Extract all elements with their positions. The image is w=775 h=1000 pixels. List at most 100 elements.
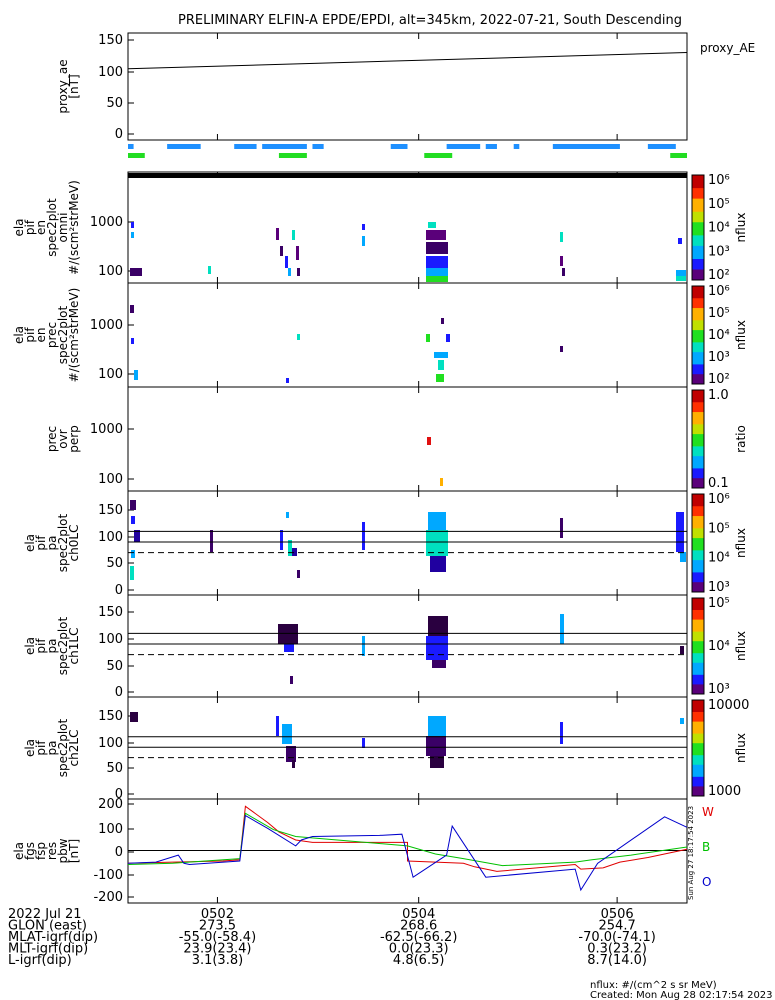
panel-frame-pa2 [127, 696, 688, 800]
colorbar-tick: 10⁴ [708, 639, 730, 654]
colorbar-cell [692, 461, 704, 464]
colorbar-cell [692, 641, 704, 645]
ylabel-line: ela [23, 534, 37, 552]
time-row-value: 8.7(14.0) [587, 953, 647, 968]
colorbar-cell [692, 653, 704, 657]
colorbar-cell [692, 480, 704, 484]
colorbar-cell [692, 565, 704, 568]
colorbar-cell [692, 399, 704, 403]
heatmap-cell [434, 352, 448, 358]
colorbar-cell [692, 584, 704, 588]
colorbar-label: nflux [734, 213, 748, 243]
colorbar-cell [692, 707, 704, 711]
colorbar-cell [692, 224, 704, 228]
colorbar-label: nflux [734, 320, 748, 350]
ylabel-line: spec2plot [56, 513, 70, 572]
time-row-value: -62.5(-66.2) [380, 930, 457, 945]
colorbar-cell [692, 465, 704, 469]
heatmap-cell [296, 246, 299, 260]
heatmap-cell [562, 268, 565, 276]
heatmap-cell [441, 318, 444, 324]
heatmap-cell [131, 516, 135, 524]
ylabel-line: en [34, 328, 48, 343]
colorbar-label: ratio [734, 425, 748, 453]
ytick-label: 150 [98, 503, 123, 518]
ytick-label: 100 [98, 822, 123, 837]
colorbar-frame [691, 389, 705, 489]
heatmap-cell [292, 548, 297, 556]
colorbar-cell [692, 530, 704, 534]
ylabel-line: [nT] [67, 839, 81, 863]
colorbar-cell [692, 448, 704, 452]
colorbar-label: nflux [734, 733, 748, 763]
colorbar-cell [692, 582, 704, 586]
ytick-label: 100 [98, 632, 123, 647]
heatmap-cell [678, 238, 682, 244]
ytick-label: 100 [98, 530, 123, 545]
ytick-label: 150 [98, 33, 123, 48]
heatmap-cell [680, 718, 684, 724]
colorbar-tick: 10² [708, 372, 730, 387]
colorbar-cell [692, 577, 704, 581]
heatmap-cell [282, 724, 292, 744]
ytick-label: 1000 [90, 215, 123, 230]
colorbar-tick: 0.1 [708, 476, 729, 491]
colorbar-frame [691, 493, 705, 593]
time-row-value: 0.3(23.2) [587, 942, 647, 957]
colorbar-cell [692, 266, 704, 270]
colorbar-cell [692, 419, 704, 423]
colorbar-cell [692, 769, 704, 773]
heatmap-cell [560, 256, 563, 266]
colorbar-cell [692, 733, 704, 737]
colorbar-cell [692, 209, 704, 213]
colorbar-cell [692, 227, 704, 231]
series-line-w [127, 805, 688, 872]
colorbar-cell [692, 738, 704, 742]
heatmap-cell [426, 276, 448, 282]
colorbar-cell [692, 288, 704, 292]
colorbar-cell [692, 560, 704, 564]
colorbar-cell [692, 750, 704, 754]
ylabel-line: perp [67, 425, 81, 453]
colorbar-tick: 10⁶ [708, 284, 730, 299]
ylabel-line: ch1LC [67, 628, 81, 665]
colorbar-cell [692, 631, 704, 635]
coverage-bar-green [670, 153, 687, 158]
colorbar-cell [692, 704, 704, 708]
heatmap-cell [560, 722, 563, 744]
colorbar-cell [692, 574, 704, 578]
colorbar-cell [692, 198, 704, 202]
heatmap-cell [426, 636, 448, 660]
heatmap-cell [362, 636, 365, 656]
ylabel-line: pif [34, 535, 48, 551]
colorbar-cell [692, 545, 704, 549]
colorbar-cell [692, 414, 704, 418]
colorbar-cell [692, 240, 704, 244]
ylabel-line: res [45, 842, 59, 860]
time-row-label: 2022 Jul 21 [8, 907, 82, 922]
colorbar-cell [692, 494, 704, 497]
colorbar-cell [692, 290, 704, 294]
legend-b: B [702, 840, 710, 854]
colorbar-cell [692, 760, 704, 763]
colorbar-cell [692, 638, 704, 642]
colorbar-cell [692, 308, 704, 311]
coverage-bar-blue [234, 144, 257, 149]
colorbar-cell [692, 572, 704, 576]
ytick-label: -100 [93, 868, 123, 883]
colorbar-cell [692, 617, 704, 621]
colorbar-cell [692, 251, 704, 255]
ytick-label: 0 [115, 685, 123, 700]
colorbar-tick: 10⁶ [708, 173, 730, 188]
heatmap-cell [280, 530, 283, 550]
colorbar-cell [692, 555, 704, 559]
colorbar-cell [692, 478, 704, 482]
ytick-label: 150 [98, 605, 123, 620]
colorbar-cell [692, 672, 704, 676]
colorbar-cell [692, 429, 704, 433]
colorbar-tick: 10⁵ [708, 197, 730, 212]
colorbar-cell [692, 523, 704, 527]
time-row-value: 3.1(3.8) [192, 953, 244, 968]
colorbar-cell [692, 731, 704, 735]
